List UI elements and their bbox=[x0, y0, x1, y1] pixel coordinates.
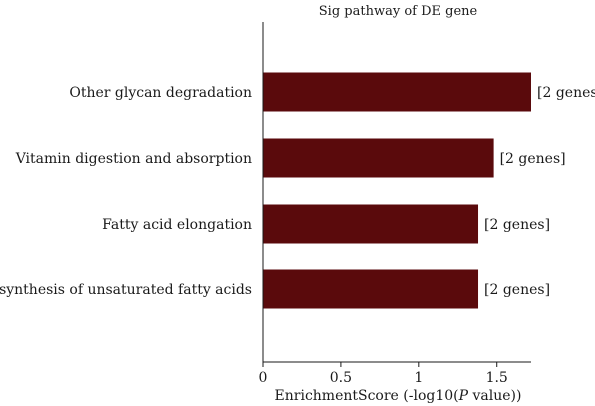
x-axis-label: EnrichmentScore (-log10(P value)) bbox=[275, 388, 522, 404]
data-label: [2 genes] bbox=[537, 85, 595, 101]
bars bbox=[263, 72, 531, 309]
bar bbox=[263, 72, 531, 112]
axes bbox=[262, 22, 531, 363]
x-axis-label-italic-p: P bbox=[458, 388, 469, 404]
x-tick-label: 0.5 bbox=[330, 370, 352, 386]
data-label: [2 genes] bbox=[500, 151, 566, 167]
category-label: Fatty acid elongation bbox=[102, 217, 252, 233]
chart-title: Sig pathway of DE gene bbox=[319, 4, 478, 19]
data-label: [2 genes] bbox=[484, 282, 550, 298]
bar bbox=[263, 269, 479, 309]
data-label: [2 genes] bbox=[484, 217, 550, 233]
x-tick-label: 1.5 bbox=[486, 370, 508, 386]
x-tick-label: 0 bbox=[259, 370, 268, 386]
x-ticks: 0 0.5 1 1.5 bbox=[259, 362, 508, 386]
category-label: Other glycan degradation bbox=[69, 85, 252, 101]
category-label: Biosynthesis of unsaturated fatty acids bbox=[0, 282, 252, 298]
x-axis-label-part: EnrichmentScore (-log10( bbox=[275, 388, 459, 404]
x-axis-label-part: value)) bbox=[468, 388, 521, 404]
bar bbox=[263, 138, 494, 178]
data-labels: [2 genes] [2 genes] [2 genes] [2 genes] bbox=[484, 85, 595, 298]
x-tick-label: 1 bbox=[414, 370, 423, 386]
bar bbox=[263, 204, 479, 244]
category-labels: Other glycan degradation Vitamin digestio… bbox=[0, 85, 252, 298]
category-label: Vitamin digestion and absorption bbox=[15, 151, 252, 167]
